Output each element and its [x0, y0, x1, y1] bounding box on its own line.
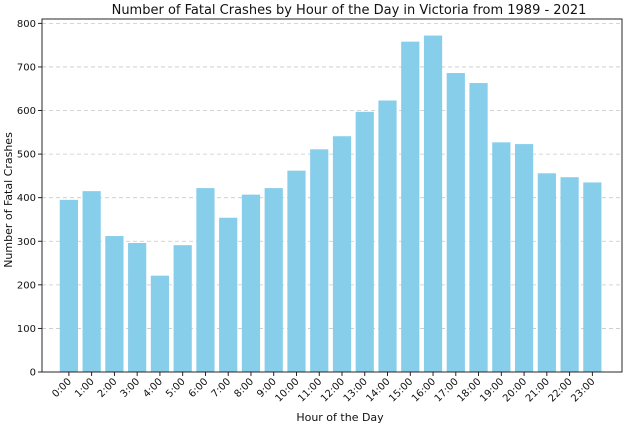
x-tick-label: 14:00	[364, 376, 392, 404]
bars	[59, 35, 602, 373]
bar-11-00	[310, 149, 329, 372]
x-tick-label: 19:00	[478, 376, 506, 404]
bar-14-00	[378, 100, 397, 373]
bar-13-00	[355, 111, 374, 372]
x-tick-label: 2:00	[96, 376, 120, 400]
bar-1-00	[82, 191, 101, 372]
bar-3-00	[128, 243, 147, 372]
x-tick-label: 21:00	[524, 376, 552, 404]
bar-6-00	[196, 188, 215, 372]
x-tick-label: 0:00	[50, 376, 74, 400]
x-tick-label: 7:00	[210, 376, 234, 400]
x-tick-label: 5:00	[164, 376, 188, 400]
y-tick-label: 100	[17, 324, 36, 335]
x-tick-label: 23:00	[569, 376, 597, 404]
x-tick-label: 11:00	[296, 376, 324, 404]
x-tick-label: 3:00	[119, 376, 143, 400]
bar-9-00	[264, 188, 283, 372]
x-tick-label: 6:00	[187, 376, 211, 400]
y-tick-label: 500	[17, 150, 36, 161]
bar-2-00	[105, 236, 124, 372]
bar-18-00	[469, 83, 488, 373]
x-tick-label: 13:00	[342, 376, 370, 404]
bar-20-00	[514, 144, 534, 372]
y-tick-label: 200	[17, 280, 36, 291]
bar-0-00	[59, 199, 78, 372]
x-tick-label: 4:00	[141, 376, 165, 400]
bar-17-00	[446, 73, 465, 373]
bar-23-00	[583, 182, 602, 372]
bar-16-00	[423, 35, 443, 373]
x-tick-label: 10:00	[273, 376, 301, 404]
x-tick-label: 22:00	[547, 376, 575, 404]
y-tick-label: 400	[17, 193, 36, 204]
x-tick-label: 15:00	[387, 376, 415, 404]
bar-22-00	[560, 177, 579, 372]
bar-19-00	[492, 142, 511, 372]
bar-10-00	[287, 170, 306, 372]
x-axis-label: Hour of the Day	[296, 411, 384, 424]
x-tick-label: 1:00	[73, 376, 97, 400]
y-tick-label: 600	[17, 106, 36, 117]
bar-12-00	[332, 136, 352, 372]
bar-5-00	[173, 245, 192, 372]
x-tick-label: 12:00	[319, 376, 347, 404]
y-axis-label: Number of Fatal Crashes	[2, 132, 15, 268]
bar-4-00	[150, 275, 170, 372]
y-tick-label: 300	[17, 237, 36, 248]
x-tick-label: 8:00	[232, 376, 256, 400]
bar-21-00	[537, 173, 556, 372]
x-tick-label: 18:00	[456, 376, 484, 404]
plot-frame	[41, 18, 623, 373]
x-tick-label: 16:00	[410, 376, 438, 404]
y-tick-label: 700	[17, 62, 36, 73]
y-tick-label: 800	[17, 19, 36, 30]
x-tick-label: 17:00	[433, 376, 461, 404]
bar-15-00	[401, 41, 420, 372]
y-tick-label: 0	[30, 368, 36, 379]
chart-title: Number of Fatal Crashes by Hour of the D…	[112, 3, 587, 18]
bar-7-00	[219, 217, 238, 372]
x-tick-label: 20:00	[501, 376, 529, 404]
bar-8-00	[241, 194, 261, 372]
